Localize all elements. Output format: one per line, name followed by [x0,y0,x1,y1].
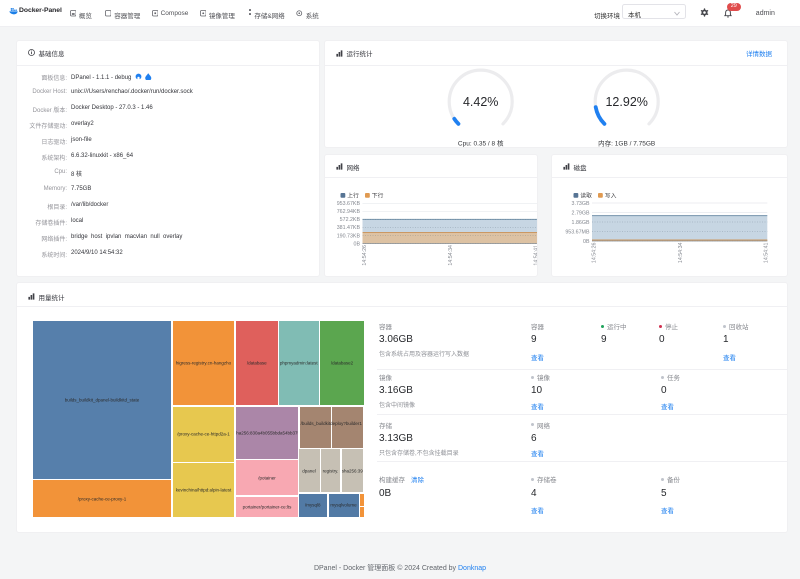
svg-text:953.67KB: 953.67KB [337,201,361,207]
svg-text:Cpu: 0.35 / 8 核: Cpu: 0.35 / 8 核 [458,139,504,148]
svg-text:读取: 读取 [580,192,592,200]
svg-text:14:54:41: 14:54:41 [534,245,538,266]
svg-text:14:54:41: 14:54:41 [764,242,770,263]
svg-text:14:54:26: 14:54:26 [592,242,598,263]
svg-text:4.42%: 4.42% [463,95,498,109]
svg-text:14:54:26: 14:54:26 [362,245,368,266]
svg-text:762.94KB: 762.94KB [337,209,361,215]
svg-text:953.67MB: 953.67MB [565,229,590,235]
svg-text:2.79GB: 2.79GB [572,210,590,216]
svg-text:190.73KB: 190.73KB [337,233,361,239]
svg-text:381.47KB: 381.47KB [337,225,361,231]
svg-text:572.2KB: 572.2KB [340,217,361,223]
svg-text:14:54:34: 14:54:34 [678,242,684,263]
svg-text:3.73GB: 3.73GB [572,201,590,207]
svg-text:12.92%: 12.92% [605,95,647,109]
svg-text:内存: 1GB / 7.75GB: 内存: 1GB / 7.75GB [598,139,655,148]
svg-text:14:54:34: 14:54:34 [448,245,454,266]
svg-text:0B: 0B [354,241,361,247]
svg-text:上行: 上行 [347,192,359,200]
svg-text:下行: 下行 [372,192,384,200]
svg-text:1.86GB: 1.86GB [572,220,590,226]
svg-text:0B: 0B [583,239,590,245]
svg-text:写入: 写入 [605,193,617,200]
